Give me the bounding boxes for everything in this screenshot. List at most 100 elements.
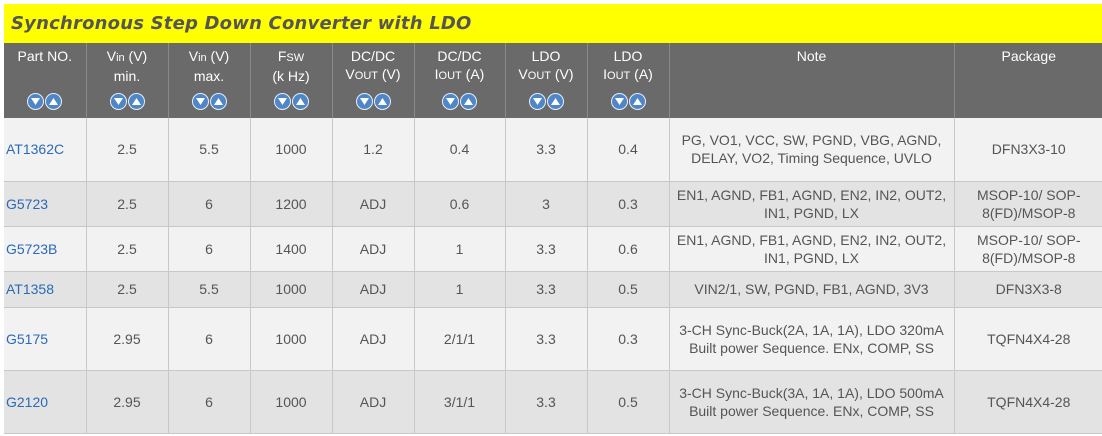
cell-note: EN1, AGND, FB1, AGND, EN2, IN2, OUT2, IN… xyxy=(669,181,955,227)
column-header: LDO IOUT (A) xyxy=(587,43,670,118)
part-number-link[interactable]: G5723 xyxy=(6,195,49,212)
header-line2: min. xyxy=(113,68,141,84)
sort-ascending-icon[interactable] xyxy=(127,93,145,110)
sort-ascending-icon[interactable] xyxy=(209,93,227,110)
header-line1: Part NO. xyxy=(17,48,72,64)
cell-package: MSOP-10/ SOP-8(FD)/MSOP-8 xyxy=(954,181,1102,227)
header-line2: (k Hz) xyxy=(272,68,310,84)
sort-controls xyxy=(590,93,667,110)
cell-vout: 1.2 xyxy=(332,118,415,182)
cell-fsw: 1200 xyxy=(250,181,333,227)
sort-descending-icon[interactable] xyxy=(528,93,546,110)
cell-vout: ADJ xyxy=(332,181,415,227)
column-header-label: LDO VOUT (V) xyxy=(508,47,585,85)
part-number-link[interactable]: G5175 xyxy=(6,330,49,347)
sort-ascending-icon[interactable] xyxy=(546,93,564,110)
part-number-link[interactable]: AT1362C xyxy=(6,141,65,158)
column-header-label: DC/DC VOUT (V) xyxy=(335,47,412,85)
cell-vin-min: 2.5 xyxy=(86,271,169,308)
sort-ascending-icon[interactable] xyxy=(460,93,477,110)
section-title-bar: Synchronous Step Down Converter with LDO xyxy=(4,4,1102,43)
sort-descending-icon[interactable] xyxy=(442,93,459,110)
column-header: Part NO. xyxy=(4,43,87,118)
column-header-label: Vin (V) min. xyxy=(89,47,166,85)
part-number-link[interactable]: G5723B xyxy=(6,240,58,257)
header-line2-subscript: OUT xyxy=(438,70,462,82)
cell-package: DFN3X3-10 xyxy=(954,118,1102,182)
cell-iout: 0.4 xyxy=(414,118,506,182)
cell-part-number: AT1362C xyxy=(4,118,87,182)
sort-descending-icon[interactable] xyxy=(109,93,127,110)
header-line2-suffix: (V) xyxy=(551,66,574,82)
cell-ldo-iout: 0.3 xyxy=(587,181,670,227)
header-line1: LDO xyxy=(531,48,561,64)
sort-controls xyxy=(508,93,585,110)
column-header-label: Package xyxy=(957,47,1102,85)
cell-ldo-iout: 0.4 xyxy=(587,118,670,182)
header-line2-suffix: (A) xyxy=(461,66,485,82)
table-header-row: Part NO. Vin (V) min. Vin (V) max. FSW (k Hz) D… xyxy=(4,43,1102,118)
header-line1: LDO xyxy=(613,48,643,64)
product-table: Part NO. Vin (V) min. Vin (V) max. FSW (k Hz) D… xyxy=(4,43,1102,434)
cell-iout: 3/1/1 xyxy=(414,370,506,434)
cell-part-number: AT1358 xyxy=(4,271,87,308)
header-line2-suffix: (V) xyxy=(378,66,401,82)
part-number-link[interactable]: G2120 xyxy=(6,393,49,410)
column-header-label: FSW (k Hz) xyxy=(253,47,330,85)
column-header-label: DC/DC IOUT (A) xyxy=(417,47,503,85)
sort-descending-icon[interactable] xyxy=(27,93,45,110)
header-line1: DC/DC xyxy=(350,48,396,64)
cell-fsw: 1000 xyxy=(250,271,333,308)
cell-note: EN1, AGND, FB1, AGND, EN2, IN2, OUT2, IN… xyxy=(669,226,955,272)
cell-vin-max: 6 xyxy=(168,307,251,371)
cell-vout: ADJ xyxy=(332,226,415,272)
cell-note: 3-CH Sync-Buck(2A, 1A, 1A), LDO 320mA Bu… xyxy=(669,307,955,371)
section-title: Synchronous Step Down Converter with LDO xyxy=(11,13,472,34)
sort-controls xyxy=(417,93,503,110)
cell-part-number: G5723 xyxy=(4,181,87,227)
cell-vin-max: 6 xyxy=(168,370,251,434)
column-header: DC/DC IOUT (A) xyxy=(414,43,506,118)
header-line1: V xyxy=(106,48,117,64)
sort-ascending-icon[interactable] xyxy=(45,93,63,110)
cell-vin-min: 2.5 xyxy=(86,181,169,227)
header-line2-subscript: OUT xyxy=(607,70,631,82)
column-header: Vin (V) max. xyxy=(168,43,251,118)
header-line2: V xyxy=(345,66,355,82)
sort-controls xyxy=(253,93,330,110)
cell-part-number: G2120 xyxy=(4,370,87,434)
table-row: G2120 2.95 6 1000 ADJ 3/1/1 3.3 0.5 3-CH Sync-Bu… xyxy=(4,370,1102,434)
header-line1: F xyxy=(277,48,287,64)
cell-vin-min: 2.5 xyxy=(86,118,169,182)
cell-vin-max: 6 xyxy=(168,181,251,227)
cell-part-number: G5723B xyxy=(4,226,87,272)
header-line2-subscript: OUT xyxy=(354,70,378,82)
cell-fsw: 1000 xyxy=(250,307,333,371)
sort-descending-icon[interactable] xyxy=(610,93,628,110)
column-header: LDO VOUT (V) xyxy=(505,43,588,118)
header-line1-subscript: in xyxy=(116,52,125,64)
sort-descending-icon[interactable] xyxy=(191,93,209,110)
cell-note: 3-CH Sync-Buck(3A, 1A, 1A), LDO 500mA Bu… xyxy=(669,370,955,434)
sort-ascending-icon[interactable] xyxy=(373,93,391,110)
sort-controls xyxy=(171,93,248,110)
sort-descending-icon[interactable] xyxy=(273,93,291,110)
cell-vout: ADJ xyxy=(332,370,415,434)
header-line2: I xyxy=(434,66,439,82)
table-body: AT1362C 2.5 5.5 1000 1.2 0.4 3.3 0.4 PG, VO1, VC… xyxy=(4,118,1102,434)
cell-fsw: 1400 xyxy=(250,226,333,272)
cell-iout: 1 xyxy=(414,226,506,272)
header-line1-subscript: in xyxy=(198,52,207,64)
cell-vin-max: 5.5 xyxy=(168,271,251,308)
cell-ldo-vout: 3 xyxy=(505,181,588,227)
part-number-link[interactable]: AT1358 xyxy=(6,281,54,297)
cell-vin-max: 5.5 xyxy=(168,118,251,182)
sort-ascending-icon[interactable] xyxy=(628,93,646,110)
cell-package: DFN3X3-8 xyxy=(954,271,1102,308)
cell-ldo-vout: 3.3 xyxy=(505,271,588,308)
cell-package: TQFN4X4-28 xyxy=(954,307,1102,371)
sort-ascending-icon[interactable] xyxy=(291,93,309,110)
sort-descending-icon[interactable] xyxy=(355,93,373,110)
column-header: Vin (V) min. xyxy=(86,43,169,118)
